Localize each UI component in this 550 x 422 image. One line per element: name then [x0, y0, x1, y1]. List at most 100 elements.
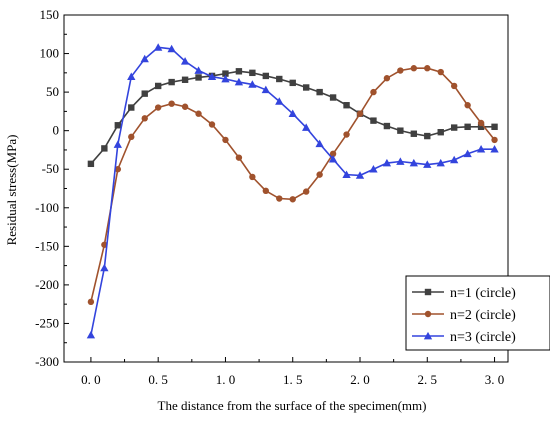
y-tick-label: -150	[35, 238, 59, 253]
data-point-triangle	[275, 97, 284, 105]
data-point-circle	[87, 298, 95, 306]
data-point-triangle	[463, 149, 472, 158]
data-point-triangle	[490, 145, 499, 153]
data-point-square	[370, 117, 377, 124]
x-tick-label: 3. 0	[485, 372, 505, 387]
data-point-square	[195, 74, 202, 81]
data-point-circle	[410, 65, 418, 72]
data-point-square	[154, 82, 162, 90]
y-tick-label: 100	[40, 46, 60, 61]
data-point-circle	[450, 82, 458, 90]
data-point-circle	[168, 100, 175, 107]
y-tick-label: -300	[35, 354, 59, 369]
data-point-square	[477, 123, 485, 131]
data-point-square	[141, 90, 148, 97]
data-point-circle	[141, 115, 148, 122]
data-point-square	[450, 124, 458, 131]
data-point-square	[262, 72, 270, 80]
data-point-triangle	[382, 158, 392, 167]
data-point-triangle	[423, 160, 432, 168]
x-tick-label: 1. 5	[283, 372, 303, 387]
data-point-square	[289, 79, 296, 87]
data-point-triangle	[180, 57, 190, 65]
data-point-triangle	[328, 155, 338, 163]
data-point-circle	[397, 67, 404, 74]
axes: 150 100 50 0 -50 -100 -150 -200 -250 -300 0. 0 0. 5…	[35, 7, 504, 387]
data-point-square	[329, 94, 337, 101]
data-point-triangle	[369, 165, 378, 173]
data-point-circle	[208, 121, 216, 128]
data-point-triangle	[423, 331, 433, 340]
data-point-circle	[343, 131, 350, 138]
data-point-circle	[477, 119, 485, 127]
data-point-circle	[370, 88, 377, 96]
y-tick-label: 150	[40, 7, 60, 22]
data-point-circle	[114, 166, 122, 173]
data-point-circle	[383, 75, 391, 82]
data-point-circle	[262, 187, 270, 195]
data-point-triangle	[302, 123, 311, 131]
y-tick-label: 0	[53, 123, 60, 138]
data-point-square	[464, 123, 471, 131]
data-point-triangle	[86, 330, 96, 339]
data-point-triangle	[234, 77, 244, 86]
x-tick-label: 2. 0	[350, 372, 370, 387]
data-point-square	[114, 122, 122, 129]
series-1	[87, 68, 498, 168]
data-point-triangle	[248, 80, 257, 88]
data-point-triangle	[113, 140, 122, 148]
data-point-triangle	[194, 66, 203, 74]
y-tick-label: 50	[46, 84, 59, 99]
x-tick-label: 2. 5	[418, 372, 438, 387]
data-point-square	[235, 68, 243, 75]
data-point-triangle	[288, 109, 297, 118]
data-point-circle	[464, 102, 471, 109]
y-tick-label: -50	[42, 161, 59, 176]
data-point-triangle	[450, 155, 459, 164]
data-point-triangle	[140, 54, 149, 63]
data-point-square	[101, 145, 108, 152]
data-point-circle	[424, 310, 432, 318]
data-point-square	[249, 69, 256, 77]
x-tick-label: 0. 5	[148, 372, 168, 387]
data-point-triangle	[476, 145, 486, 153]
legend: n=1 (circle) n=2 (circle) n=3 (circle)	[405, 275, 550, 351]
data-point-square	[424, 288, 432, 296]
data-point-triangle	[154, 43, 163, 51]
y-tick-label: -200	[35, 277, 59, 292]
data-point-triangle	[207, 72, 217, 81]
data-point-circle	[329, 150, 337, 157]
data-point-triangle	[355, 171, 365, 179]
x-tick-label: 0. 0	[81, 372, 101, 387]
data-point-square	[343, 102, 350, 109]
data-point-square	[181, 76, 189, 83]
data-point-circle	[356, 110, 364, 117]
data-point-circle	[195, 110, 202, 117]
legend-label: n=3 (circle)	[450, 330, 516, 345]
data-point-square	[410, 130, 418, 137]
data-point-triangle	[100, 263, 109, 272]
x-axis-title: The distance from the surface of the spe…	[158, 398, 427, 413]
data-point-circle	[235, 154, 243, 161]
data-point-triangle	[342, 170, 351, 178]
legend-label: n=1 (circle)	[450, 286, 516, 301]
data-point-triangle	[261, 85, 270, 94]
data-point-square	[302, 84, 310, 91]
series-line	[90, 67, 496, 303]
data-point-triangle	[396, 157, 405, 165]
data-point-square	[276, 75, 283, 83]
y-axis-title: Residual stress(MPa)	[4, 135, 19, 246]
series-layer	[86, 43, 499, 339]
data-point-triangle	[167, 44, 176, 53]
y-tick-label: -100	[35, 200, 59, 215]
data-point-circle	[222, 136, 229, 144]
data-point-circle	[316, 171, 323, 178]
y-tick-label: -250	[35, 315, 59, 330]
data-point-circle	[437, 68, 444, 76]
data-point-circle	[276, 195, 283, 202]
data-point-triangle	[127, 72, 136, 81]
legend-label: n=2 (circle)	[450, 308, 516, 323]
data-point-circle	[302, 188, 310, 195]
series-3	[86, 43, 499, 339]
